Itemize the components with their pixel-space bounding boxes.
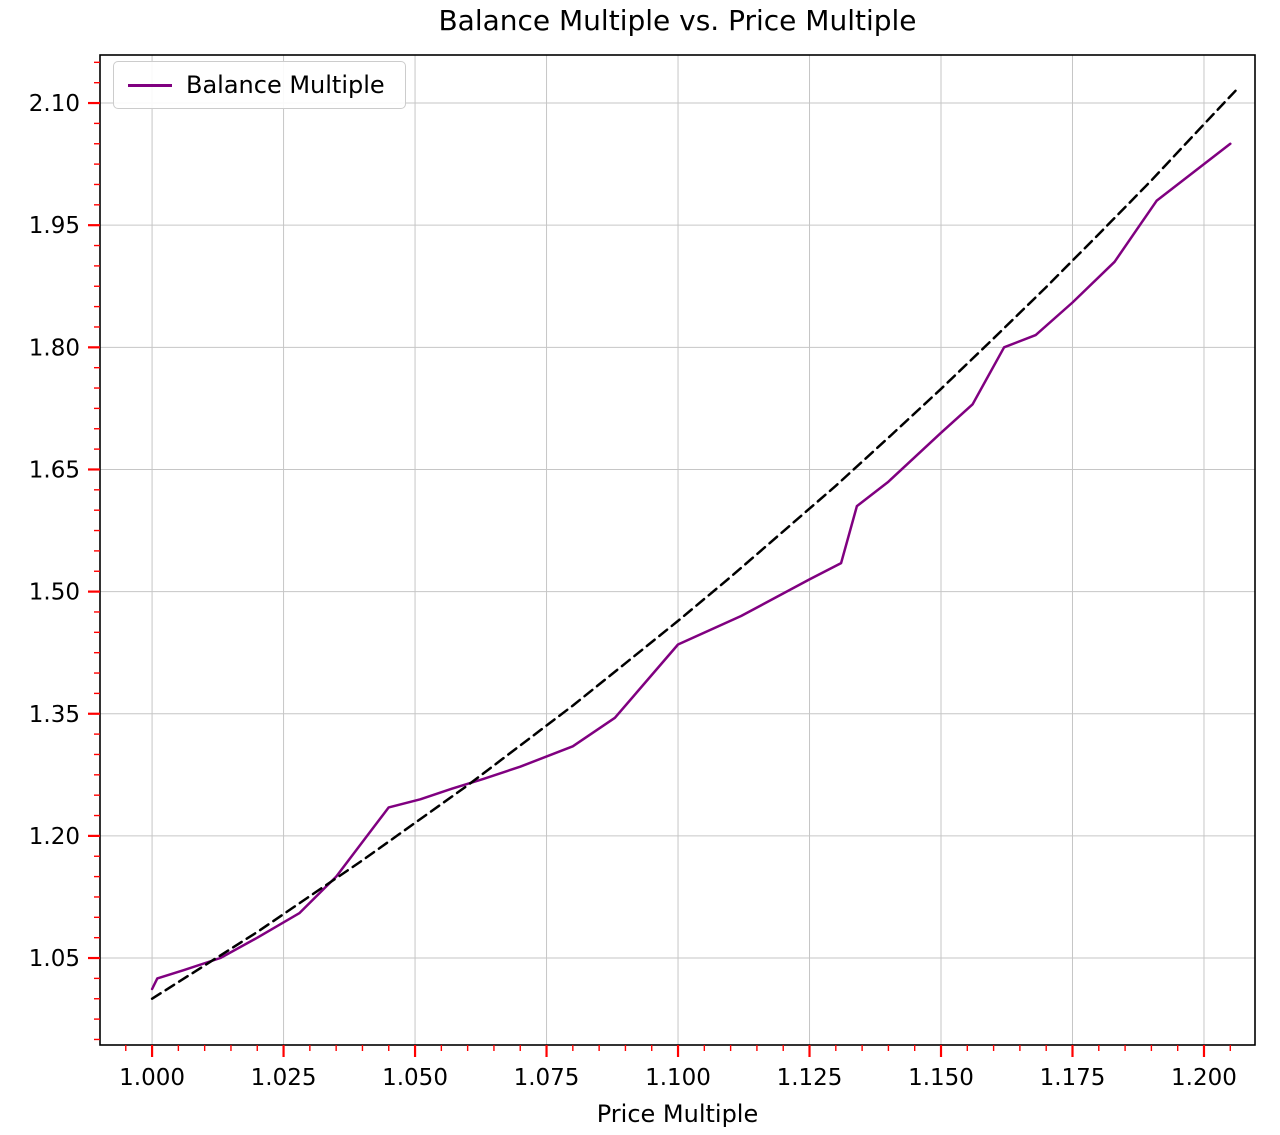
svg-text:1.80: 1.80 <box>29 335 80 361</box>
svg-text:1.025: 1.025 <box>251 1065 317 1091</box>
svg-text:1.05: 1.05 <box>29 946 80 972</box>
chart-title: Balance Multiple vs. Price Multiple <box>438 4 917 37</box>
x-axis-label: Price Multiple <box>596 1100 759 1128</box>
svg-text:1.075: 1.075 <box>514 1065 580 1091</box>
svg-text:1.150: 1.150 <box>908 1065 974 1091</box>
svg-text:1.65: 1.65 <box>29 457 80 483</box>
svg-text:1.50: 1.50 <box>29 580 80 606</box>
svg-text:1.95: 1.95 <box>29 213 80 239</box>
svg-text:1.050: 1.050 <box>382 1065 448 1091</box>
svg-text:1.20: 1.20 <box>29 824 80 850</box>
legend-line-sample <box>128 83 172 87</box>
svg-text:1.200: 1.200 <box>1171 1065 1237 1091</box>
legend: Balance Multiple <box>113 61 406 109</box>
svg-text:1.125: 1.125 <box>777 1065 843 1091</box>
svg-text:1.000: 1.000 <box>119 1065 185 1091</box>
legend-label: Balance Multiple <box>186 71 385 99</box>
svg-text:1.100: 1.100 <box>645 1065 711 1091</box>
svg-text:2.10: 2.10 <box>29 91 80 117</box>
svg-text:1.175: 1.175 <box>1040 1065 1106 1091</box>
svg-text:1.35: 1.35 <box>29 702 80 728</box>
